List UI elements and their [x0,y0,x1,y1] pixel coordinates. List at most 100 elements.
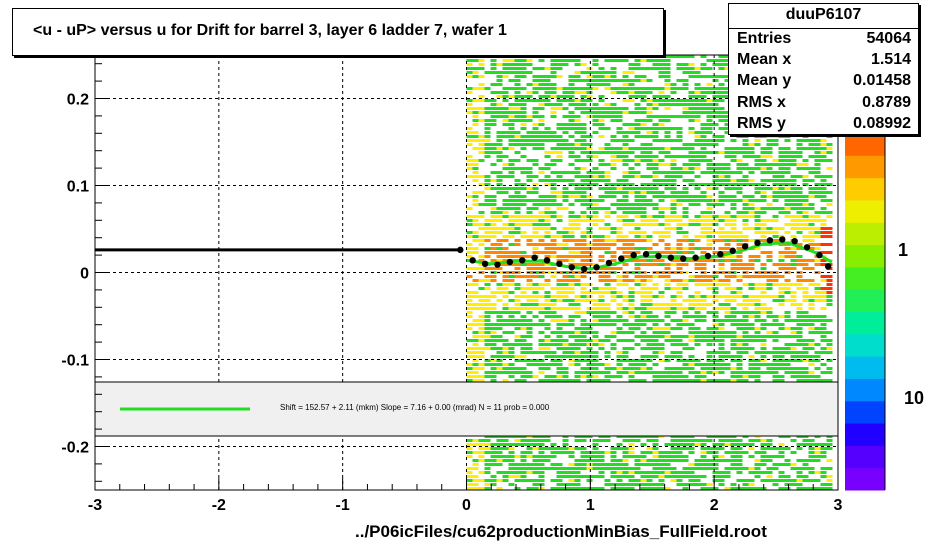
heatmap-cell [604,103,611,106]
heatmap-cell [478,459,485,462]
heatmap-cell [670,187,677,190]
heatmap-cell [472,163,479,166]
heatmap-cell [730,195,737,198]
heatmap-cell [700,339,707,342]
heatmap-cell [718,151,725,154]
heatmap-cell [550,95,557,98]
heatmap-cell [616,139,623,142]
heatmap-cell [502,119,509,122]
heatmap-cell [502,291,509,294]
profile-point [824,263,832,270]
heatmap-cell [652,287,659,290]
color-scale-segment [845,445,885,469]
heatmap-cell [652,207,659,210]
heatmap-cell [490,279,497,282]
heatmap-cell [754,315,761,318]
heatmap-cell [682,99,689,102]
heatmap-cell [466,63,473,66]
heatmap-cell [484,275,491,278]
heatmap-cell [538,471,545,474]
heatmap-cell [634,63,641,66]
heatmap-cell [628,323,635,326]
heatmap-cell [556,171,563,174]
heatmap-cell [652,263,659,266]
heatmap-cell [556,375,563,378]
heatmap-cell [538,195,545,198]
heatmap-cell [760,323,767,326]
heatmap-cell [544,311,551,314]
heatmap-cell [796,139,803,142]
heatmap-cell [556,479,563,482]
heatmap-cell [634,91,641,94]
heatmap-cell [658,179,665,182]
heatmap-cell [820,287,827,290]
heatmap-cell [622,207,629,210]
heatmap-cell [556,363,563,366]
heatmap-cell [820,335,827,338]
heatmap-cell [568,475,575,478]
heatmap-cell [538,123,545,126]
heatmap-cell [640,159,647,162]
heatmap-cell [790,291,797,294]
heatmap-cell [496,443,503,446]
heatmap-cell [544,247,551,250]
heatmap-cell [730,219,737,222]
heatmap-cell [802,343,809,346]
heatmap-cell [628,99,635,102]
heatmap-cell [622,319,629,322]
heatmap-cell [700,99,707,102]
heatmap-cell [580,159,587,162]
heatmap-cell [508,323,515,326]
heatmap-cell [742,167,749,170]
heatmap-cell [628,123,635,126]
heatmap-cell [808,439,815,442]
heatmap-cell [700,375,707,378]
heatmap-cell [700,331,707,334]
heatmap-cell [784,171,791,174]
heatmap-cell [682,211,689,214]
heatmap-cell [574,139,581,142]
heatmap-cell [586,83,593,86]
heatmap-cell [538,363,545,366]
heatmap-cell [538,99,545,102]
heatmap-cell [682,263,689,266]
heatmap-cell [634,231,641,234]
heatmap-cell [580,211,587,214]
heatmap-cell [598,179,605,182]
heatmap-cell [472,483,479,486]
heatmap-cell [736,443,743,446]
heatmap-cell [694,83,701,86]
heatmap-cell [640,79,647,82]
heatmap-cell [514,467,521,470]
heatmap-cell [610,291,617,294]
y-tick-label: 0 [80,266,89,283]
heatmap-cell [592,451,599,454]
heatmap-cell [562,239,569,242]
heatmap-cell [628,207,635,210]
heatmap-cell [544,307,551,310]
heatmap-cell [778,451,785,454]
heatmap-cell [538,463,545,466]
heatmap-cell [580,103,587,106]
stats-divider [729,28,918,29]
heatmap-cell [508,279,515,282]
heatmap-cell [562,275,569,278]
heatmap-cell [694,99,701,102]
heatmap-cell [712,487,719,490]
heatmap-cell [802,367,809,370]
heatmap-cell [466,163,473,166]
heatmap-cell [520,291,527,294]
heatmap-cell [766,227,773,230]
heatmap-cell [526,215,533,218]
heatmap-cell [562,283,569,286]
heatmap-cell [742,183,749,186]
heatmap-cell [670,203,677,206]
heatmap-cell [640,59,647,62]
heatmap-cell [688,159,695,162]
heatmap-cell [790,251,797,254]
heatmap-cell [802,183,809,186]
heatmap-cell [580,231,587,234]
heatmap-cell [508,199,515,202]
heatmap-cell [538,215,545,218]
heatmap-cell [634,211,641,214]
